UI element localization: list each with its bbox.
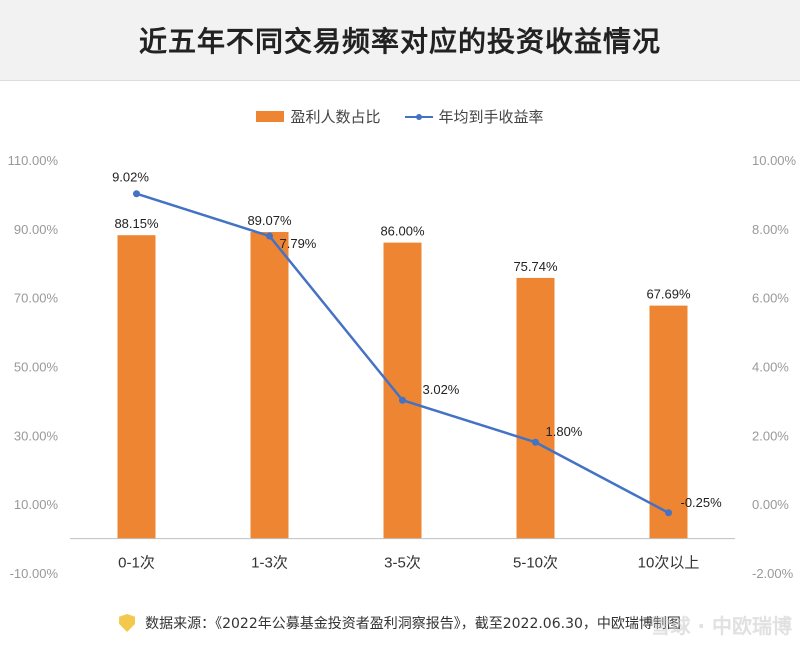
chart-legend: 盈利人数占比 年均到手收益率 — [0, 106, 800, 127]
left-axis-tick-label: 50.00% — [14, 360, 59, 375]
watermark: 雪球 · 中欧瑞博 — [650, 614, 792, 638]
legend-item-bar: 盈利人数占比 — [256, 106, 381, 127]
category-label: 5-10次 — [513, 555, 558, 572]
source-text: 数据来源：《2022年公募基金投资者盈利洞察报告》，截至2022.06.30，中… — [145, 616, 681, 632]
left-axis-tick-label: 70.00% — [14, 291, 59, 306]
category-label: 1-3次 — [251, 555, 288, 572]
legend-label-line: 年均到手收益率 — [438, 108, 544, 126]
category-label: 3-5次 — [384, 555, 421, 572]
bar-data-label: 67.69% — [646, 287, 691, 302]
chart-canvas: -10.00% 10.00% 30.00% 50.00% 70.00% 90.00% 110… — [8, 153, 797, 581]
legend-item-line: 年均到手收益率 — [404, 106, 544, 127]
chart-title: 近五年不同交易频率对应的投资收益情况 — [138, 25, 661, 58]
line-point-0 — [133, 190, 140, 198]
legend-swatch-line — [404, 111, 433, 123]
legend-swatch-bar — [256, 111, 285, 122]
chart-header: 近五年不同交易频率对应的投资收益情况 — [0, 0, 800, 81]
bar-data-label: 86.00% — [380, 224, 425, 239]
chart-footer: 数据来源：《2022年公募基金投资者盈利洞察报告》，截至2022.06.30，中… — [0, 608, 800, 638]
line-point-2 — [399, 396, 406, 404]
right-axis-tick-label: 6.00% — [752, 291, 789, 306]
right-axis-tick-label: 2.00% — [752, 428, 789, 443]
bar-0 — [117, 235, 156, 539]
right-axis-tick-label: 4.00% — [752, 360, 789, 375]
line-data-label: -0.25% — [681, 495, 723, 510]
right-axis-tick-label: 0.00% — [752, 497, 789, 512]
line-point-1 — [266, 232, 273, 240]
category-label: 10次以上 — [638, 555, 700, 572]
left-axis-tick-label: 10.00% — [14, 497, 59, 512]
line-data-label: 9.02% — [112, 170, 149, 185]
left-axis-tick-label: 110.00% — [8, 153, 59, 168]
category-label: 0-1次 — [118, 555, 155, 572]
right-axis-tick-label: 8.00% — [752, 222, 789, 237]
bar-data-label: 88.15% — [114, 216, 159, 231]
bar-4 — [649, 305, 688, 539]
bar-1 — [250, 232, 289, 539]
left-axis-tick-label: 30.00% — [14, 428, 59, 443]
line-data-label: 3.02% — [423, 382, 460, 397]
legend-label-bar: 盈利人数占比 — [290, 108, 381, 126]
left-axis-tick-label: -10.00% — [10, 566, 59, 581]
right-axis-tick-label: 10.00% — [752, 153, 797, 168]
left-axis-tick-label: 90.00% — [14, 222, 59, 237]
bar-3 — [516, 277, 555, 539]
bar-2 — [383, 242, 422, 539]
bar-data-label: 89.07% — [247, 213, 292, 228]
bar-data-label: 75.74% — [513, 259, 558, 274]
line-point-3 — [532, 438, 539, 446]
right-axis-tick-label: -2.00% — [752, 566, 794, 581]
line-point-4 — [665, 509, 672, 517]
line-data-label: 7.79% — [280, 236, 317, 251]
line-data-label: 1.80% — [546, 424, 583, 439]
shield-icon — [119, 614, 136, 632]
